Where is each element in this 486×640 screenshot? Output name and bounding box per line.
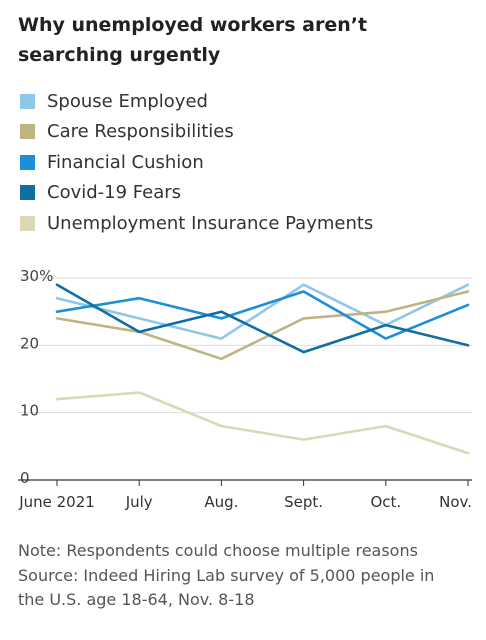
legend-swatch-care-responsibilities — [20, 124, 35, 140]
series-line-4 — [55, 391, 470, 455]
y-tick-label: 10 — [20, 402, 39, 420]
series-line-1 — [55, 290, 470, 361]
line-chart: 30% 20 10 0 June 2021 July Aug. Sept. Oct. Nov. — [18, 267, 472, 511]
source-line: Source: Indeed Hiring Lab survey of 5,00… — [18, 565, 435, 585]
y-tick-label: 30% — [20, 267, 53, 285]
x-tick-label: Oct. — [370, 493, 401, 511]
series-line-2 — [55, 290, 470, 340]
y-tick-label: 0 — [20, 469, 30, 487]
x-tick-label: Sept. — [284, 493, 323, 511]
legend-swatch-covid-fears — [20, 185, 35, 201]
legend-swatch-unemployment-insurance — [20, 215, 35, 231]
x-tick-label: July — [125, 493, 153, 511]
chart-title: Why unemployed workers aren’t searching … — [18, 14, 368, 66]
x-tick-label: June 2021 — [18, 493, 95, 511]
source-line: the U.S. age 18-64, Nov. 8-18 — [18, 590, 255, 609]
note-line: Note: Respondents could choose multiple … — [18, 541, 418, 560]
legend-label: Unemployment Insurance Payments — [47, 212, 374, 234]
legend-label: Covid-19 Fears — [47, 182, 182, 204]
legend: Spouse Employed Care Responsibilities Fi… — [20, 86, 373, 239]
legend-item-care-responsibilities: Care Responsibilities — [20, 117, 373, 148]
legend-swatch-spouse-employed — [20, 93, 35, 109]
chart-note: Note: Respondents could choose multiple … — [18, 539, 478, 613]
x-tick-label: Nov. — [439, 493, 472, 511]
legend-item-spouse-employed: Spouse Employed — [20, 86, 373, 117]
series-line-3 — [55, 283, 470, 354]
legend-item-covid-fears: Covid-19 Fears — [20, 178, 373, 209]
y-tick-label: 20 — [20, 334, 39, 352]
x-tick-label: Aug. — [204, 493, 238, 511]
series-line-0 — [55, 283, 470, 340]
legend-swatch-financial-cushion — [20, 154, 35, 170]
legend-label: Financial Cushion — [47, 151, 204, 173]
legend-item-financial-cushion: Financial Cushion — [20, 147, 373, 178]
legend-label: Spouse Employed — [47, 90, 208, 112]
legend-label: Care Responsibilities — [47, 121, 234, 143]
legend-item-unemployment-insurance: Unemployment Insurance Payments — [20, 208, 373, 239]
